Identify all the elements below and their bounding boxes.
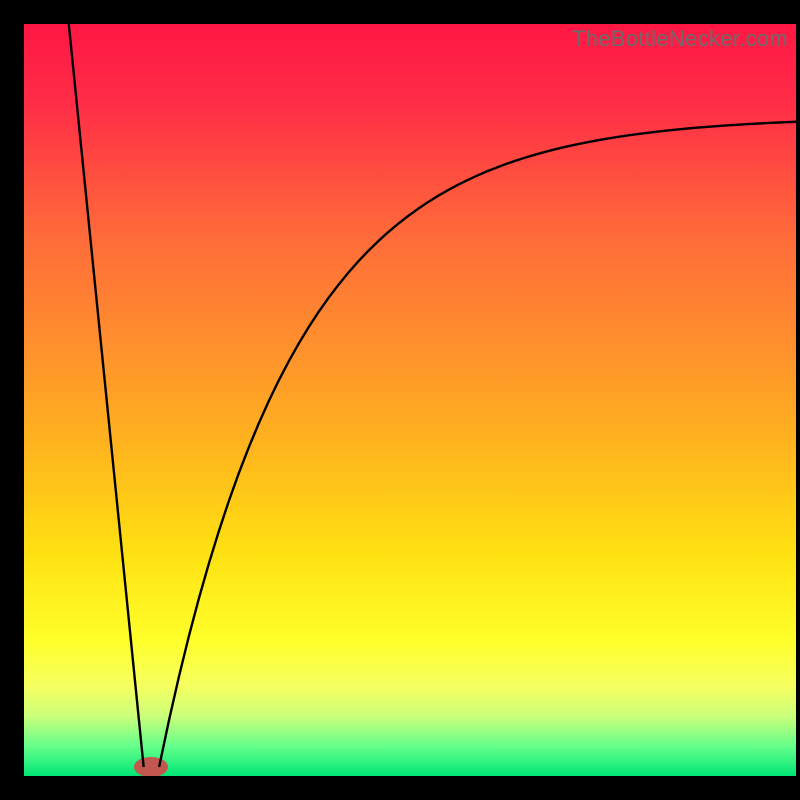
watermark-label: TheBottleNecker.com [572, 26, 788, 52]
left-branch [69, 24, 144, 767]
plot-area: TheBottleNecker.com [24, 24, 796, 776]
curve-layer [24, 24, 796, 776]
outer-frame: TheBottleNecker.com [0, 0, 800, 800]
right-branch [159, 122, 796, 767]
